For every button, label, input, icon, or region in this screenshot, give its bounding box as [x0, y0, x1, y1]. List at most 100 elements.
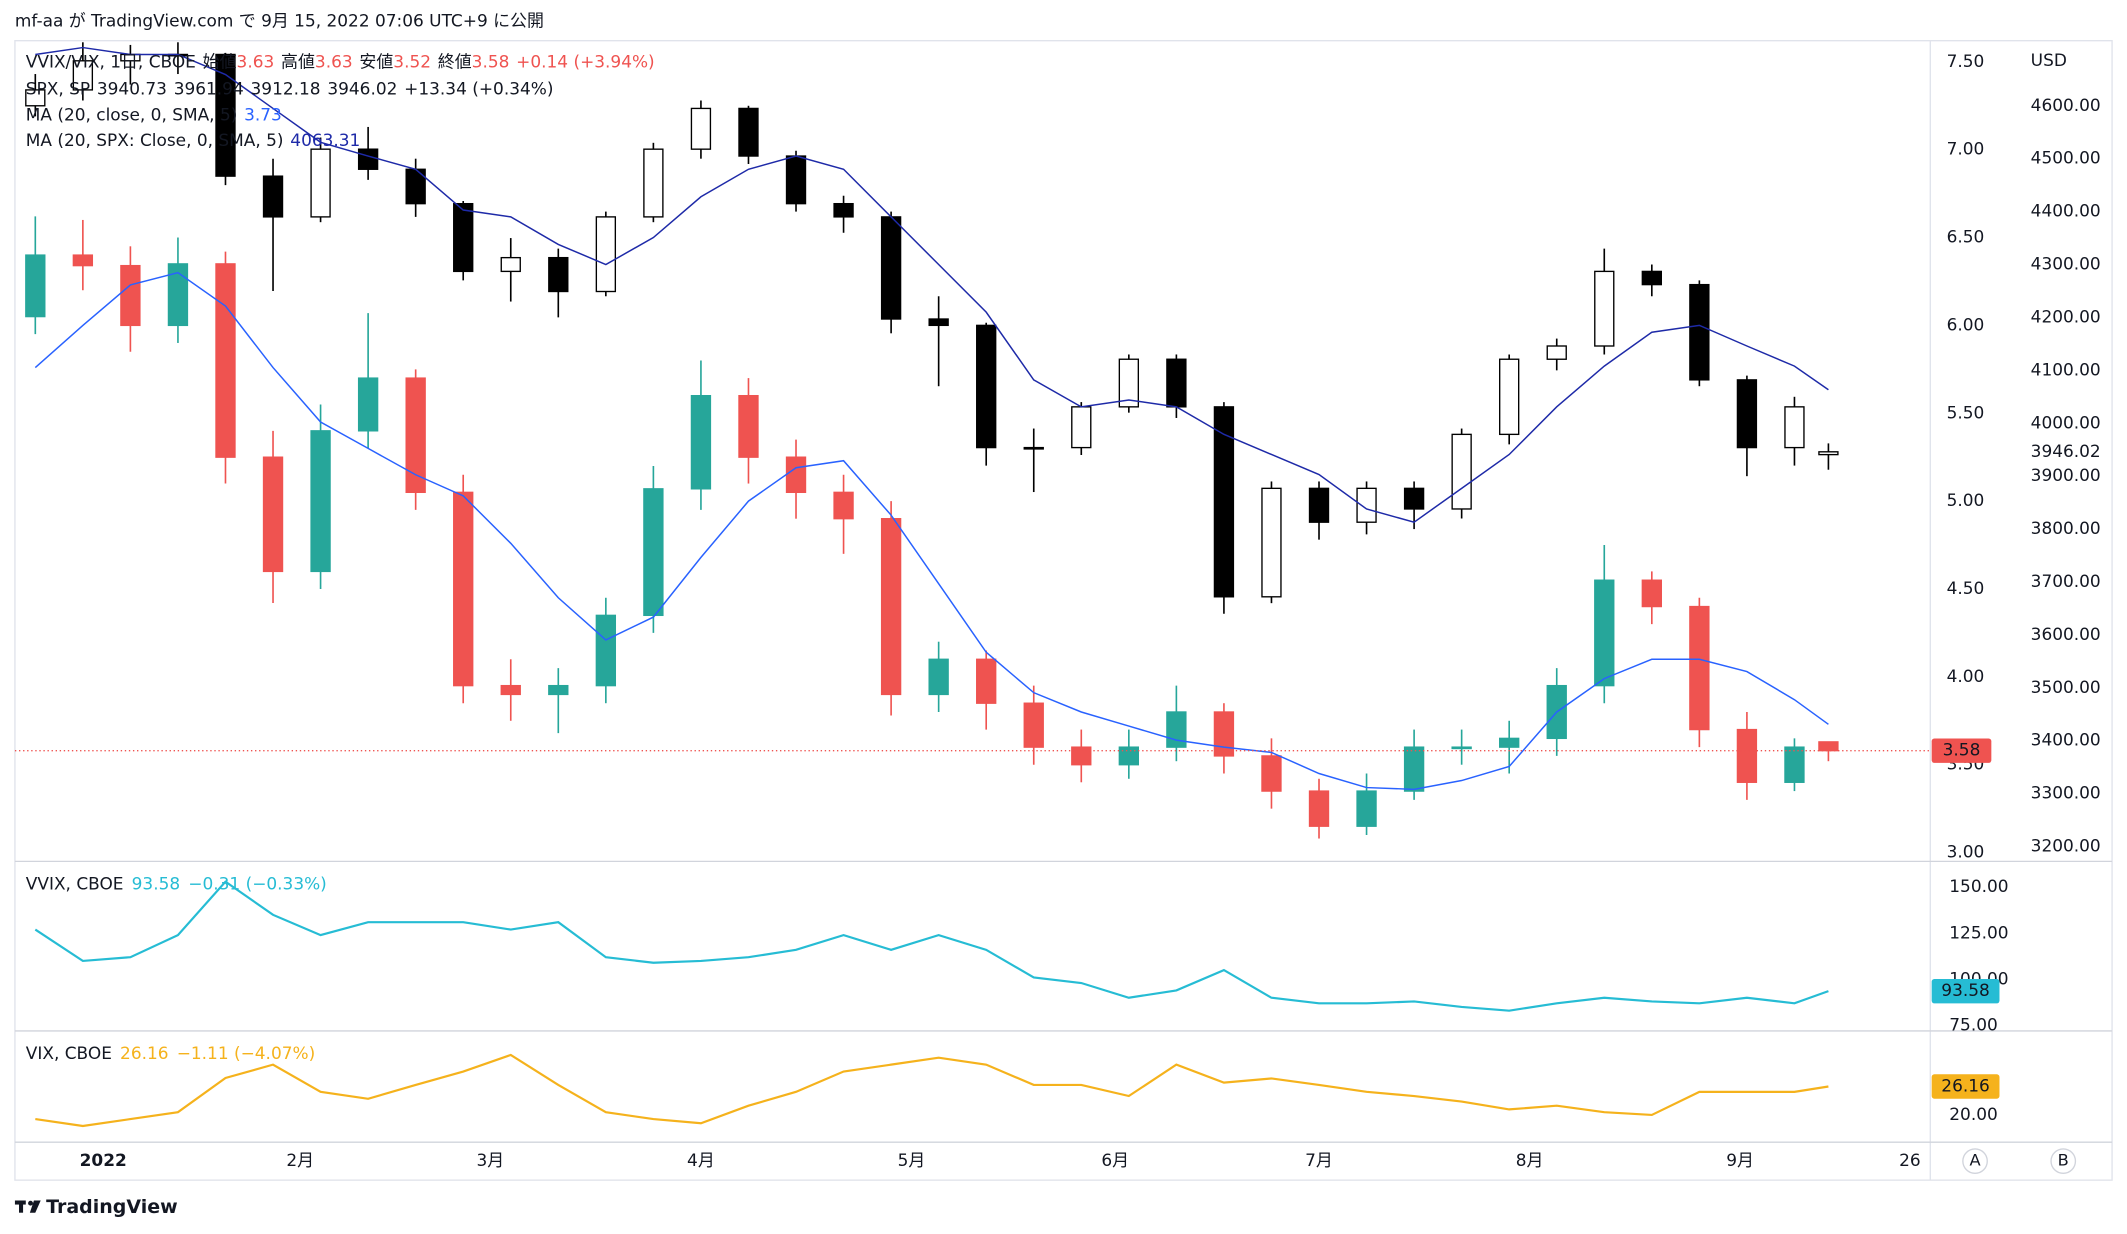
y-tick-label: 4.50 [1947, 578, 1985, 598]
candle-body [1118, 358, 1140, 408]
last-value: 26.16 [120, 1043, 168, 1063]
scale-button[interactable] [2050, 1148, 2077, 1175]
x-tick-label: 2月 [286, 1150, 314, 1170]
last-value-label-bg [1931, 1074, 2000, 1099]
scale-button-label[interactable]: B [2058, 1151, 2069, 1170]
y-tick-label: 20.00 [1949, 1104, 1998, 1124]
candle-body [1166, 358, 1187, 408]
candle-body [595, 216, 617, 293]
candle-body [72, 60, 94, 91]
x-tick-label: 2022 [80, 1150, 127, 1170]
candle-body [310, 430, 331, 573]
y-tick-label: 4500.00 [2031, 148, 2101, 168]
y-tick-label: 4.00 [1947, 666, 1985, 686]
ohlc-value: 3.52 [393, 51, 431, 71]
x-tick-label: 26 [1899, 1150, 1921, 1170]
indicator-name: MA (20, close, 0, SMA, 5) [26, 104, 238, 124]
candle-body [405, 377, 426, 494]
publish-title: mf-aa が TradingView.com で 9月 15, 2022 07… [15, 11, 544, 31]
candle-body [738, 394, 759, 458]
ohlc-value: 3912.18 [251, 79, 321, 99]
candle-body [548, 684, 569, 696]
change: −0.31 (−0.33%) [188, 873, 327, 893]
candle-body [928, 318, 949, 327]
y-tick-label: 4400.00 [2031, 201, 2101, 221]
candle-body [1308, 790, 1330, 827]
candle-body [1594, 579, 1615, 687]
candle-body [262, 175, 284, 218]
ohlc-value: 3961.94 [174, 79, 244, 99]
candle-body [1261, 755, 1282, 792]
last-value: 93.58 [132, 873, 181, 893]
indicator-value: 3.73 [244, 104, 282, 124]
x-tick-label: 5月 [898, 1150, 926, 1170]
candle-body [1499, 737, 1520, 748]
y-tick-label: 6.00 [1947, 314, 1985, 334]
y-tick-label: 7.00 [1947, 139, 1985, 159]
candle-body [1118, 746, 1140, 766]
y-tick-label: 3.00 [1947, 842, 1985, 862]
last-price-label-bg [1931, 738, 1992, 763]
legend-row: VIX, CBOE 26.16 −1.11 (−4.07%) [26, 1043, 315, 1063]
candle-body [595, 614, 617, 687]
y-tick-label: 3200.00 [2031, 836, 2101, 856]
candle-body [453, 491, 474, 687]
candle-body [690, 394, 712, 490]
ohlc-label: 始値 [203, 51, 237, 71]
candle-body [310, 148, 331, 218]
x-tick-label: 4月 [687, 1150, 715, 1170]
legend-row: MA (20, close, 0, SMA, 5) 3.73 [26, 104, 282, 124]
candle-body [500, 684, 521, 696]
ohlc-value: 3.63 [315, 51, 353, 71]
candle-body [833, 202, 854, 218]
last-value-label: 26.16 [1941, 1076, 1990, 1096]
ohlc-label: 高値 [281, 51, 315, 71]
y-tick-label: 3700.00 [2031, 571, 2101, 591]
ohlc-label: 安値 [359, 51, 393, 71]
candle-body [690, 107, 712, 150]
candle-body [785, 456, 807, 494]
x-tick-label: 6月 [1101, 1150, 1129, 1170]
candle-body [1071, 406, 1092, 449]
legend-row: VVIX/VIX, 1日, CBOE 始値3.63 高値3.63 安値3.52 終値3.… [26, 51, 655, 71]
last-value-label: 93.58 [1941, 980, 1990, 1000]
y-tick-label: 3800.00 [2031, 518, 2101, 538]
candle-body [1594, 270, 1615, 347]
candle-body [500, 256, 521, 273]
candle-body [1818, 741, 1839, 752]
y-tick-label: 3600.00 [2031, 624, 2101, 644]
candle-body [1451, 433, 1472, 510]
y-tick-label: 5.00 [1947, 490, 1985, 510]
legend-row: MA (20, SPX: Close, 0, SMA, 5) 4063.31 [26, 130, 361, 150]
y-tick-label: 3400.00 [2031, 730, 2101, 750]
scale-button-label[interactable]: A [1969, 1151, 1980, 1170]
ohlc-value: 3946.02 [327, 79, 397, 99]
y-tick-label: 5.50 [1947, 402, 1985, 422]
tv-logo [14, 1200, 41, 1213]
candle-body [1641, 270, 1662, 286]
spx-price-bg [2021, 440, 2106, 463]
candle-body [1546, 345, 1567, 360]
change: +13.34 (+0.34%) [404, 79, 553, 99]
scale-button[interactable] [1962, 1148, 1988, 1175]
series-name: SPX, SP [26, 79, 90, 99]
candle-body [453, 202, 474, 273]
candle-body [1166, 711, 1187, 748]
candle-body [1499, 358, 1520, 436]
candle-body [1689, 605, 1710, 731]
y-tick-label: 4600.00 [2031, 95, 2101, 115]
candle-body [1023, 446, 1044, 450]
ma-line [34, 271, 1829, 791]
candle-body [976, 658, 997, 704]
candle-body [1784, 746, 1805, 783]
candle-body [976, 324, 997, 449]
candle-body [25, 89, 46, 107]
legend-row: VVIX, CBOE 93.58 −0.31 (−0.33%) [26, 873, 327, 893]
y-tick-label: 4000.00 [2031, 412, 2101, 432]
candle-body [215, 263, 236, 458]
ohlc-label: 終値 [438, 51, 472, 71]
y-tick-label: 4300.00 [2031, 254, 2101, 274]
y-tick-label: 75.00 [1949, 1014, 1998, 1034]
candle-body [643, 488, 664, 617]
